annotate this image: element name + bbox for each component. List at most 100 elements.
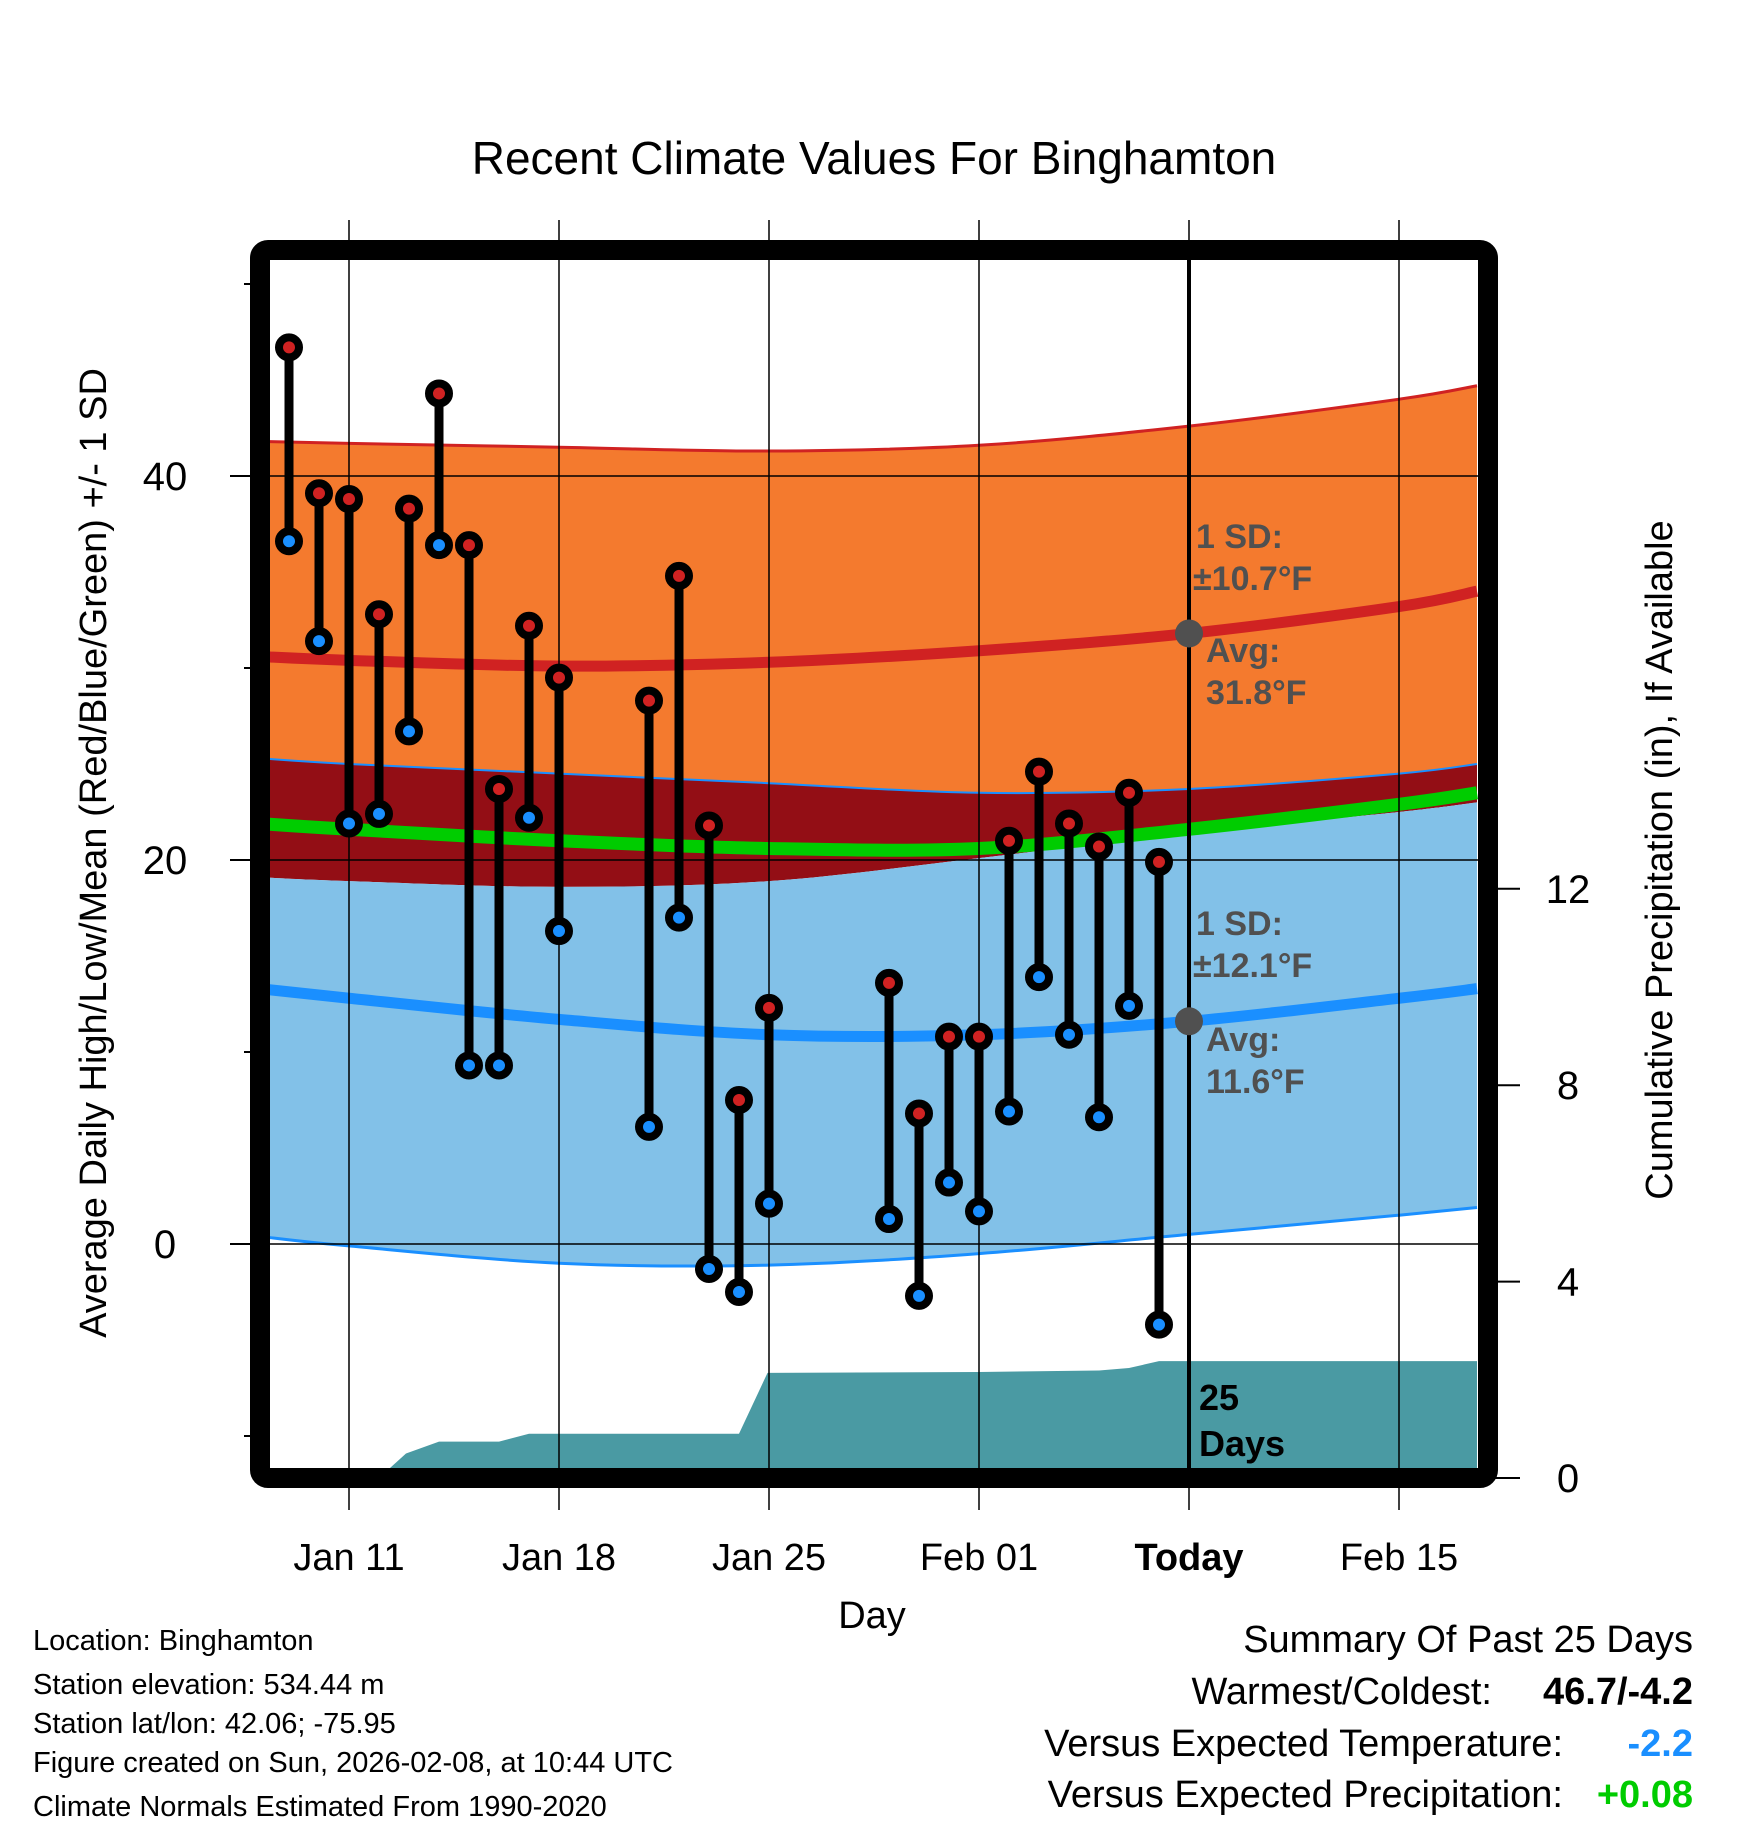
high-marker xyxy=(275,333,303,362)
low-marker xyxy=(635,1112,663,1141)
x-axis-label: Day xyxy=(838,1595,906,1637)
footer-elevation: Station elevation: 534.44 m xyxy=(33,1669,384,1701)
high-marker xyxy=(425,379,453,408)
high-marker xyxy=(1115,778,1143,807)
high-marker xyxy=(905,1099,933,1128)
low-marker xyxy=(485,1051,513,1080)
high-marker xyxy=(485,774,513,803)
high-avg-marker xyxy=(1175,619,1203,648)
high-marker xyxy=(665,561,693,590)
summary-precip-value: +0.08 xyxy=(1597,1774,1693,1816)
high-lower-sd-line xyxy=(270,758,1478,795)
low-lower-sd-line xyxy=(270,1206,1478,1268)
high-marker xyxy=(515,611,543,640)
high-marker xyxy=(755,993,783,1022)
low-marker xyxy=(515,803,543,832)
summary-temp-value: -2.2 xyxy=(1628,1723,1693,1765)
high-marker xyxy=(995,826,1023,855)
annotations: 1 SD: ±10.7°F Avg: 31.8°F 1 SD: ±12.1°F … xyxy=(1175,518,1312,1464)
grid xyxy=(270,260,1478,1468)
summary-temp-label: Versus Expected Temperature: xyxy=(1044,1723,1563,1765)
low-avg-line xyxy=(270,983,1478,1043)
observation-jan-14 xyxy=(425,379,453,560)
observation-feb-04 xyxy=(1055,809,1083,1049)
observation-jan-11 xyxy=(335,485,363,838)
low-marker xyxy=(1055,1020,1083,1049)
observation-jan-18 xyxy=(545,663,573,946)
low-marker xyxy=(665,903,693,932)
observation-feb-02 xyxy=(995,826,1023,1126)
footer-location: Location: Binghamton xyxy=(33,1625,314,1657)
low-sd-label-line1: 1 SD: xyxy=(1196,905,1283,943)
low-avg-marker xyxy=(1175,1007,1203,1036)
y-axis-right: 0 4 8 12 xyxy=(1488,868,1590,1501)
observation-feb-01 xyxy=(965,1022,993,1226)
y-tick-label: 40 xyxy=(143,455,188,499)
low-marker xyxy=(395,717,423,746)
high-sd-band xyxy=(270,385,1477,794)
y-tick-label: 20 xyxy=(143,839,188,883)
observation-jan-17 xyxy=(515,611,543,832)
low-marker xyxy=(455,1051,483,1080)
plot-area xyxy=(270,260,1478,1468)
low-marker xyxy=(995,1097,1023,1126)
x-tick-label: Feb 01 xyxy=(920,1537,1038,1579)
low-marker xyxy=(965,1197,993,1226)
high-marker xyxy=(395,494,423,523)
plot-frame xyxy=(250,240,1498,1488)
x-tick-label: Jan 25 xyxy=(712,1537,826,1579)
low-marker xyxy=(1115,991,1143,1020)
summary-warmest-coldest-value: 46.7/-4.2 xyxy=(1543,1671,1693,1713)
high-marker xyxy=(1085,832,1113,861)
x-axis: Jan 11 Jan 18 Jan 25 Feb 01 Today Feb 15 xyxy=(293,1488,1458,1579)
y-right-tick-label: 4 xyxy=(1557,1261,1579,1305)
overlap-band xyxy=(270,759,1477,887)
high-marker xyxy=(1055,809,1083,838)
high-sd-label-line2: ±10.7°F xyxy=(1193,560,1312,598)
low-marker xyxy=(935,1168,963,1197)
footer-created: Figure created on Sun, 2026-02-08, at 10… xyxy=(33,1747,673,1779)
observation-feb-03 xyxy=(1025,757,1053,992)
observation-jan-13 xyxy=(395,494,423,746)
low-marker xyxy=(1025,963,1053,992)
low-marker xyxy=(305,627,333,656)
y-right-tick-label: 12 xyxy=(1546,868,1591,912)
summary-precip-label: Versus Expected Precipitation: xyxy=(1048,1774,1563,1816)
high-marker xyxy=(965,1022,993,1051)
low-avg-label-line1: Avg: xyxy=(1206,1021,1280,1059)
observations xyxy=(275,333,1173,1339)
y-axis-label-right: Cumulative Precipitation (in), If Availa… xyxy=(1639,520,1681,1199)
high-upper-sd-line xyxy=(270,384,1478,453)
footer-latlon: Station lat/lon: 42.06; -75.95 xyxy=(33,1708,396,1740)
y-right-tick-label: 0 xyxy=(1557,1457,1579,1501)
observation-jan-23 xyxy=(695,811,723,1283)
observation-jan-10 xyxy=(305,479,333,656)
observation-jan-31 xyxy=(935,1022,963,1197)
low-marker xyxy=(275,527,303,556)
high-avg-label-line1: Avg: xyxy=(1206,632,1280,670)
low-marker xyxy=(725,1278,753,1306)
footer-normals: Climate Normals Estimated From 1990-2020 xyxy=(33,1791,607,1823)
observation-feb-06 xyxy=(1115,778,1143,1020)
low-sd-label-line2: ±12.1°F xyxy=(1193,947,1312,985)
y-right-tick-label: 8 xyxy=(1557,1064,1579,1108)
observation-jan-15 xyxy=(455,531,483,1080)
low-marker xyxy=(545,917,573,946)
low-marker xyxy=(425,531,453,560)
precipitation-area xyxy=(270,1361,1477,1468)
high-marker xyxy=(695,811,723,840)
low-marker xyxy=(755,1189,783,1218)
observation-jan-09 xyxy=(275,333,303,556)
high-marker xyxy=(935,1022,963,1051)
low-marker xyxy=(335,809,363,838)
days-count-label: 25 xyxy=(1199,1377,1239,1418)
low-marker xyxy=(365,799,393,828)
high-marker xyxy=(635,686,663,715)
observation-jan-30 xyxy=(905,1099,933,1310)
x-tick-label: Jan 11 xyxy=(293,1537,404,1579)
observation-jan-24 xyxy=(725,1086,753,1306)
high-marker xyxy=(335,485,363,514)
high-marker xyxy=(875,968,903,997)
y-axis-left: 0 20 40 xyxy=(143,283,262,1437)
